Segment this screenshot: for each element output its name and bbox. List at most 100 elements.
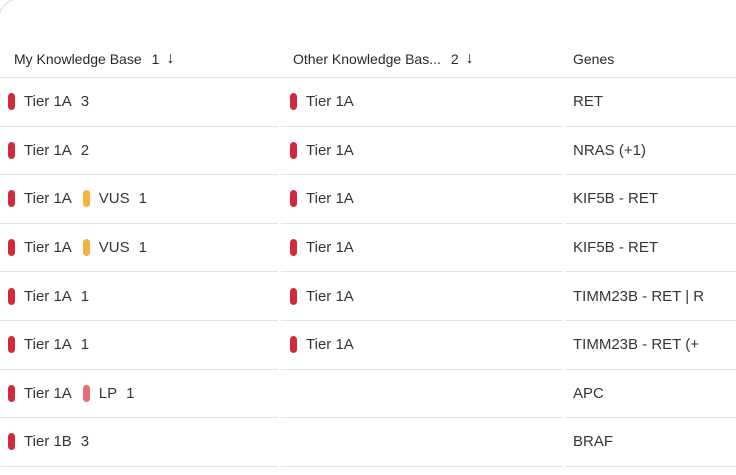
table-row[interactable]: Tier 1A VUS 1 Tier 1A KIF5B - RET (0, 224, 736, 273)
tier-badge-group: Tier 1A (8, 190, 72, 208)
genes-cell: NRAS (+1) (566, 127, 736, 176)
tier-badge (8, 239, 15, 257)
genes-cell: TIMM23B - RET (+ (566, 321, 736, 370)
tier-badge (8, 93, 15, 111)
column-label: Other Knowledge Bas... (293, 51, 441, 67)
gene-name: BRAF (573, 433, 614, 451)
tier-label: Tier 1A (306, 287, 354, 305)
tier-badge (8, 384, 15, 402)
column-header-other-knowledge-base[interactable]: Other Knowledge Bas... 2 ↓ (281, 51, 563, 67)
tier-count: 2 (80, 141, 90, 159)
column-label: Genes (573, 51, 615, 67)
tier-badge (290, 93, 297, 111)
tier-badge (290, 336, 297, 354)
tier-badge (8, 190, 15, 208)
tier-badge-group: Tier 1B 3 (8, 433, 90, 451)
table-row[interactable]: Tier 1A LP 1 APC (0, 370, 736, 419)
genes-cell: KIF5B - RET (566, 224, 736, 273)
tier-label: Tier 1A (306, 239, 354, 257)
tier-badge (82, 384, 90, 402)
tier-label: Tier 1A (306, 190, 354, 208)
sort-order-number: 1 (151, 51, 160, 67)
tier-cell: Tier 1A (281, 272, 563, 321)
table-row[interactable]: Tier 1B 3 BRAF (0, 418, 736, 467)
tier-cell: Tier 1A 3 (0, 78, 278, 127)
tier-label: Tier 1A (24, 93, 72, 111)
tier-cell: Tier 1A VUS 1 (0, 175, 278, 224)
genes-cell: APC (566, 370, 736, 419)
tier-cell: Tier 1A (281, 321, 563, 370)
tier-label: LP (98, 384, 118, 402)
gene-name: TIMM23B - RET | R (573, 287, 705, 305)
tier-badge-group: Tier 1A (8, 239, 72, 257)
tier-label: Tier 1A (24, 239, 72, 257)
tier-cell: Tier 1A (281, 78, 563, 127)
tier-cell: Tier 1A LP 1 (0, 370, 278, 419)
tier-label: Tier 1A (306, 336, 354, 354)
tier-cell (281, 370, 563, 419)
tier-badge (8, 433, 15, 451)
tier-badge-group: Tier 1A 2 (8, 141, 90, 159)
tier-badge-group: Tier 1A (290, 190, 354, 208)
gene-name: KIF5B - RET (573, 239, 659, 257)
tier-badge-group: Tier 1A (290, 141, 354, 159)
tier-label: Tier 1B (24, 433, 72, 451)
table-row[interactable]: Tier 1A 1 Tier 1A TIMM23B - RET | R (0, 272, 736, 321)
tier-count: 3 (80, 93, 90, 111)
genes-cell: BRAF (566, 418, 736, 467)
tier-badge (82, 190, 90, 208)
tier-badge (290, 141, 297, 159)
variants-table: My Knowledge Base 1 ↓ Other Knowledge Ba… (0, 41, 736, 467)
gene-name: TIMM23B - RET (+ (573, 336, 699, 354)
table-body: Tier 1A 3 Tier 1A RET Tier 1A 2 Tier 1A NRAS (+… (0, 78, 736, 467)
tier-cell: Tier 1A (281, 175, 563, 224)
column-header-my-knowledge-base[interactable]: My Knowledge Base 1 ↓ (0, 51, 278, 67)
tier-badge-group: Tier 1A (8, 384, 72, 402)
tier-label: VUS (98, 190, 130, 208)
table-row[interactable]: Tier 1A 3 Tier 1A RET (0, 78, 736, 127)
tier-badge (290, 287, 297, 305)
tier-label: Tier 1A (24, 190, 72, 208)
table-header-row: My Knowledge Base 1 ↓ Other Knowledge Ba… (0, 41, 736, 78)
tier-cell: Tier 1B 3 (0, 418, 278, 467)
tier-badge-group: VUS 1 (82, 239, 147, 257)
gene-name: KIF5B - RET (573, 190, 659, 208)
tier-badge (8, 336, 15, 354)
tier-label: Tier 1A (24, 141, 72, 159)
tier-label: VUS (98, 239, 130, 257)
tier-badge-group: Tier 1A (290, 287, 354, 305)
table-row[interactable]: Tier 1A 2 Tier 1A NRAS (+1) (0, 127, 736, 176)
tier-badge (82, 239, 90, 257)
table-row[interactable]: Tier 1A VUS 1 Tier 1A KIF5B - RET (0, 175, 736, 224)
tier-badge-group: Tier 1A (290, 239, 354, 257)
column-label: My Knowledge Base (14, 51, 142, 67)
tier-badge-group: Tier 1A 3 (8, 93, 90, 111)
tier-badge-group: Tier 1A 1 (8, 336, 90, 354)
tier-count: 1 (138, 190, 147, 208)
tier-cell: Tier 1A 1 (0, 272, 278, 321)
tier-count: 1 (126, 384, 135, 402)
sort-order-number: 2 (450, 51, 459, 67)
tier-badge (8, 287, 15, 305)
tier-cell: Tier 1A 2 (0, 127, 278, 176)
tier-cell (281, 418, 563, 467)
tier-cell: Tier 1A 1 (0, 321, 278, 370)
tier-badge (290, 190, 297, 208)
tier-badge-group: LP 1 (82, 384, 135, 402)
tier-cell: Tier 1A VUS 1 (0, 224, 278, 273)
tier-count: 3 (80, 433, 90, 451)
tier-count: 1 (80, 287, 90, 305)
tier-badge-group: VUS 1 (82, 190, 147, 208)
tier-badge-group: Tier 1A 1 (8, 287, 90, 305)
column-header-genes[interactable]: Genes (566, 51, 736, 67)
genes-cell: KIF5B - RET (566, 175, 736, 224)
genes-cell: TIMM23B - RET | R (566, 272, 736, 321)
tier-count: 1 (138, 239, 147, 257)
tier-badge-group: Tier 1A (290, 93, 354, 111)
tier-label: Tier 1A (306, 141, 354, 159)
gene-name: RET (573, 93, 603, 111)
table-row[interactable]: Tier 1A 1 Tier 1A TIMM23B - RET (+ (0, 321, 736, 370)
tier-count: 1 (80, 336, 90, 354)
